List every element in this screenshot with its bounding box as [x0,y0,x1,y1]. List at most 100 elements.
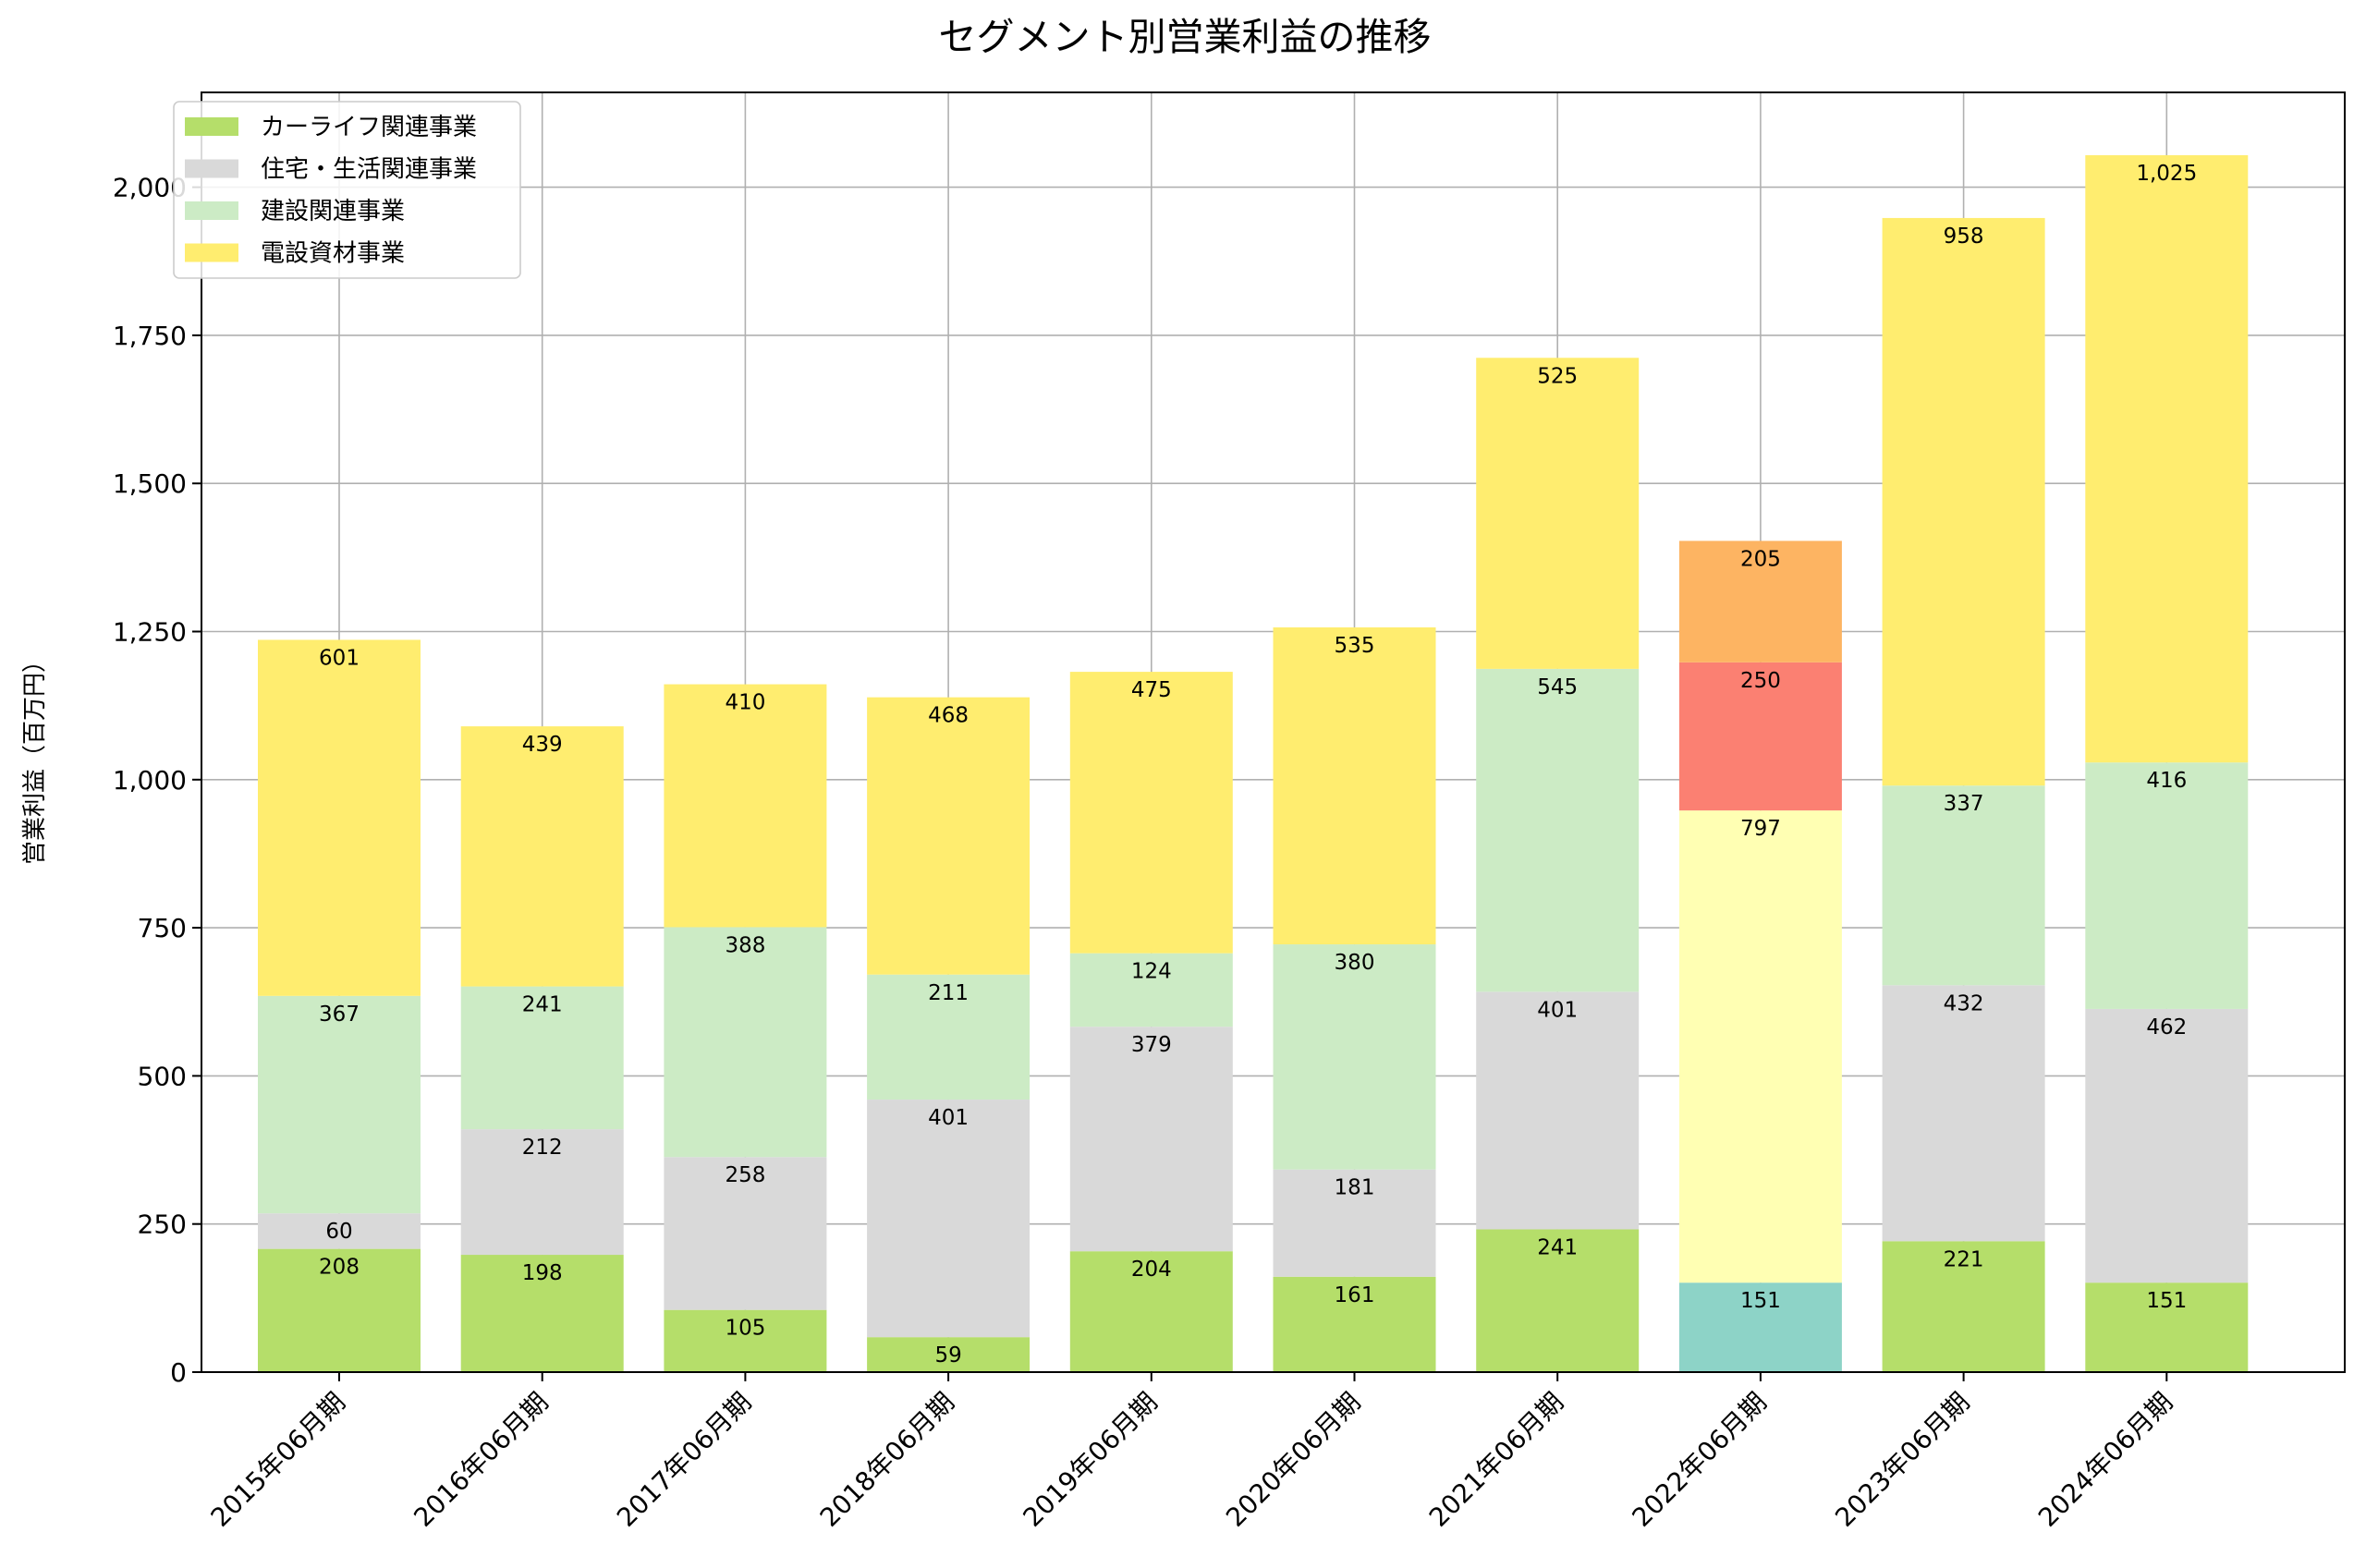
bar-value-label: 60 [325,1220,352,1244]
bar-value-label: 958 [1944,225,1984,249]
bar-value-label: 59 [934,1343,961,1367]
bar-segment [867,1337,1031,1372]
bar-segment [460,726,624,987]
bar-value-label: 250 [1740,669,1781,693]
bar-value-label: 462 [2146,1015,2187,1039]
bar-value-label: 212 [522,1136,563,1160]
x-tick-label: 2023年06月期 [1829,1387,1975,1533]
legend-box [173,101,521,279]
bar-segment [1069,1027,1233,1252]
bar-value-label: 410 [725,691,765,715]
bar-segment [1678,810,1842,1283]
bar-value-label: 211 [928,981,969,1005]
bar-value-label: 204 [1131,1258,1172,1282]
bar-segment [1882,985,2045,1242]
bar-value-label: 535 [1335,634,1375,658]
bar-value-label: 401 [928,1106,969,1130]
bar-segment [258,995,421,1214]
bar-value-label: 181 [1335,1176,1375,1200]
bar-segment [664,927,827,1158]
legend-label: 電設資材事業 [261,240,405,268]
bar-value-label: 545 [1537,675,1578,699]
bar-segment [2085,762,2249,1009]
bar-segment [1069,1251,1233,1372]
x-tick-label: 2019年06月期 [1017,1387,1163,1533]
bar-segment [867,1100,1031,1338]
bar-value-labels: 208 60 367 601 198 212 241 439 105 258 388 410 59 401… [319,162,2197,1367]
bar-segment [1678,1282,1842,1372]
bar-segment [1882,785,2045,986]
bar-value-label: 388 [725,933,765,957]
bar-value-label: 1,025 [2136,162,2197,186]
bar-segment [1069,672,1233,954]
bar-segment [2085,1008,2249,1283]
bar-segment [258,1213,421,1249]
bar-value-label: 380 [1335,951,1375,975]
y-tick-label: 250 [138,1209,187,1240]
bar-segment [1273,944,1436,1170]
bar-value-label: 416 [2146,769,2187,793]
bar-value-label: 258 [725,1163,765,1187]
bar-segment [1678,662,1842,811]
x-tick-label: 2024年06月期 [2032,1387,2178,1533]
bar-value-label: 161 [1335,1283,1375,1307]
bar-segment [460,1255,624,1372]
bar-value-label: 208 [319,1256,360,1280]
bar-segment [1882,217,2045,786]
bar-segment [2085,1282,2249,1372]
bar-value-label: 797 [1740,817,1781,841]
legend-label: 建設関連事業 [261,198,405,225]
bar-value-label: 525 [1537,364,1578,388]
x-tick-label: 2017年06月期 [611,1387,757,1533]
bar-value-label: 337 [1944,792,1984,816]
y-tick-label: 750 [138,913,187,943]
bar-value-label: 432 [1944,991,1984,1015]
bars [258,154,2249,1372]
bar-segment [867,974,1031,1100]
x-tick-label: 2015年06月期 [205,1387,351,1533]
bar-segment [1678,541,1842,662]
x-tick-label: 2020年06月期 [1220,1387,1366,1533]
y-tick-label: 500 [138,1061,187,1091]
bar-value-label: 475 [1131,678,1172,702]
y-tick-label: 1,500 [113,468,187,499]
bar-segment [460,1129,624,1256]
legend-label: 住宅・生活関連事業 [261,156,477,184]
bar-segment [460,986,624,1130]
bar-segment [1273,627,1436,945]
bar-value-label: 601 [319,646,360,670]
bar-value-label: 241 [1537,1235,1578,1259]
y-axis-label: 営業利益（百万円） [21,649,49,865]
bar-value-label: 379 [1131,1033,1172,1057]
bar-value-label: 221 [1944,1247,1984,1271]
legend-swatch [185,201,238,220]
bar-segment [1273,1169,1436,1277]
y-tick-label: 1,250 [113,616,187,647]
legend-swatch [185,117,238,136]
bar-value-label: 401 [1537,998,1578,1022]
bar-segment [1882,1241,2045,1372]
legend-label: カーライフ関連事業 [261,114,477,141]
legend-swatch [185,243,238,262]
x-tick-label: 2022年06月期 [1627,1387,1773,1533]
bar-segment [664,684,827,928]
bar-segment [1476,358,1640,669]
bar-value-label: 105 [725,1317,765,1341]
x-tick-label: 2021年06月期 [1423,1387,1569,1533]
bar-segment [867,697,1031,975]
chart-title: セグメント別営業利益の推移 [939,15,1432,59]
bar-segment [664,1157,827,1310]
bar-value-label: 198 [522,1261,563,1285]
bar-value-label: 468 [928,704,969,728]
y-tick-label: 1,750 [113,321,187,351]
bar-segment [258,1248,421,1372]
legend-swatch [185,159,238,178]
bar-value-label: 205 [1740,547,1781,571]
bar-segment [1476,1229,1640,1372]
bar-segment [258,639,421,996]
bar-segment [1476,668,1640,992]
bar-value-label: 439 [522,733,563,757]
bar-segment [664,1309,827,1372]
